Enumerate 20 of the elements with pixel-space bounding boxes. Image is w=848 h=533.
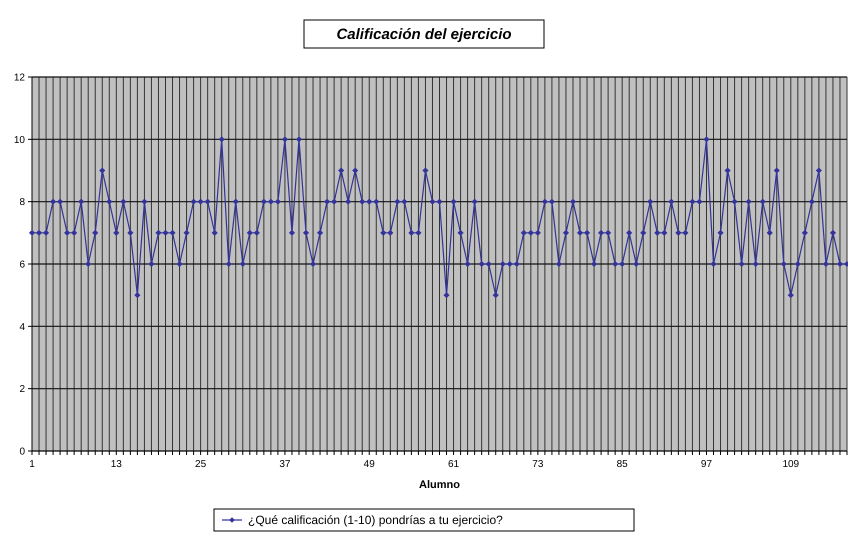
x-axis-title: Alumno — [419, 479, 460, 491]
y-tick-label: 2 — [19, 384, 26, 396]
x-tick-label: 37 — [279, 459, 291, 470]
x-tick-label: 97 — [700, 459, 712, 470]
y-tick-label: 4 — [19, 322, 26, 333]
x-tick-label: 1 — [29, 459, 36, 470]
x-tick-label: 73 — [532, 459, 544, 470]
y-tick-label: 10 — [14, 134, 26, 146]
x-tick-label: 49 — [364, 459, 376, 470]
y-tick-label: 8 — [19, 197, 26, 208]
x-tick-label: 85 — [616, 459, 628, 470]
chart-title: Calificación del ejercicio — [336, 26, 512, 43]
x-tick-label: 61 — [448, 459, 460, 470]
x-tick-label: 109 — [782, 459, 800, 470]
x-tick-label: 25 — [195, 459, 207, 470]
y-tick-label: 6 — [19, 260, 26, 270]
x-tick-label: 13 — [110, 459, 122, 470]
y-tick-label: 12 — [14, 72, 26, 84]
y-tick-label: 0 — [19, 446, 26, 458]
legend-label: ¿Qué calificación (1-10) pondrías a tu ejercicio? — [248, 513, 504, 528]
